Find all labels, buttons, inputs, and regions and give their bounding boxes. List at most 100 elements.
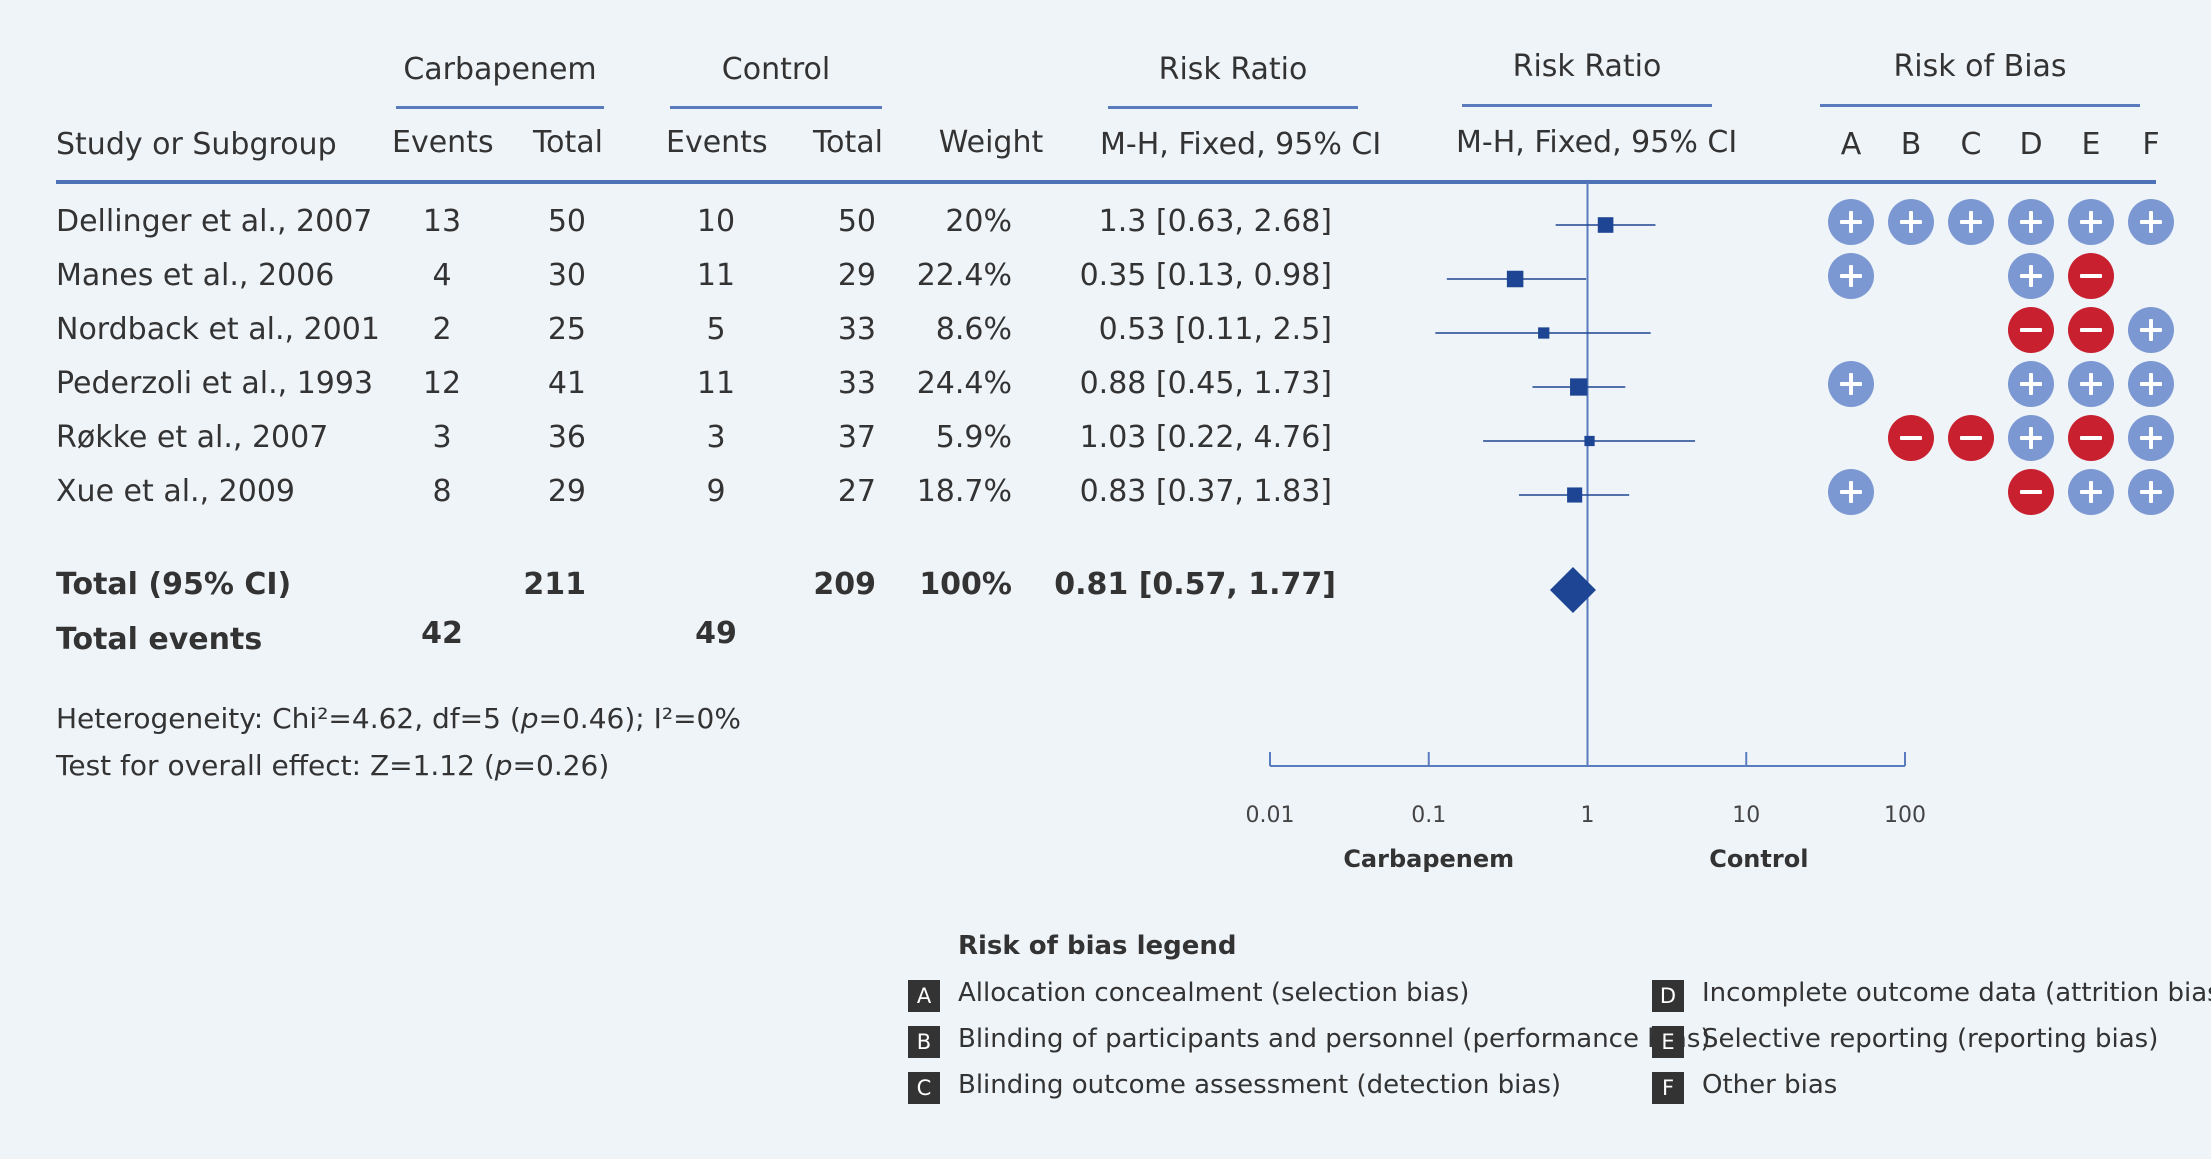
carbapenem-total: 50 [547, 204, 586, 239]
rob-underline [1820, 104, 2140, 107]
carbapenem-total: 36 [547, 420, 586, 455]
control-total: 33 [837, 366, 876, 401]
total-control-total: 209 [813, 567, 876, 602]
control-events: 11 [696, 258, 736, 293]
carbapenem-total: 29 [547, 474, 586, 509]
weight: 24.4% [916, 366, 1012, 401]
high-risk-minus-icon [1948, 415, 1994, 461]
control-events: 10 [696, 204, 736, 239]
carbapenem-events: 2 [432, 312, 452, 347]
risk-ratio-ci: 0.35 [0.13, 0.98] [1079, 258, 1332, 293]
heterogeneity-text: Heterogeneity: Chi²=4.62, df=5 (p=0.46);… [56, 702, 741, 735]
total-label: Total (95% CI) [56, 567, 292, 602]
risk-ratio-ci: 0.88 [0.45, 1.73] [1079, 366, 1332, 401]
rr-plot-underline [1462, 104, 1712, 107]
low-risk-plus-icon [2008, 415, 2054, 461]
total-carbapenem-total: 211 [523, 567, 586, 602]
legend-text-c: Blinding outcome assessment (detection b… [958, 1070, 1562, 1100]
low-risk-plus-icon [2128, 199, 2174, 245]
x-tick-label: 100 [1884, 803, 1926, 828]
legend-key-c: C [908, 1072, 940, 1104]
study-name: Manes et al., 2006 [56, 258, 335, 293]
rob-group-header: Risk of Bias [1893, 49, 2067, 84]
low-risk-plus-icon [1828, 199, 1874, 245]
control-events: 9 [706, 474, 726, 509]
low-risk-plus-icon [1948, 199, 1994, 245]
low-risk-plus-icon [2068, 361, 2114, 407]
carbapenem-total: 25 [547, 312, 586, 347]
low-risk-plus-icon [2068, 469, 2114, 515]
low-risk-plus-icon [1828, 469, 1874, 515]
control-total: 27 [837, 474, 876, 509]
legend-key-d: D [1652, 980, 1684, 1012]
low-risk-plus-icon [2008, 253, 2054, 299]
low-risk-plus-icon [2128, 469, 2174, 515]
weight: 22.4% [916, 258, 1012, 293]
weight-header: Weight [938, 125, 1044, 160]
control-total: 37 [837, 420, 876, 455]
study-marker [1567, 487, 1583, 503]
study-name: Dellinger et al., 2007 [56, 204, 373, 239]
legend-text-d: Incomplete outcome data (attrition bias) [1702, 978, 2211, 1008]
x-tick-label: 1 [1581, 803, 1595, 828]
weight: 8.6% [935, 312, 1012, 347]
carbapenem-events: 3 [432, 420, 452, 455]
rob-column-header-d: D [2019, 127, 2043, 162]
low-risk-plus-icon [2008, 199, 2054, 245]
high-risk-minus-icon [2068, 307, 2114, 353]
low-risk-plus-icon [2128, 415, 2174, 461]
high-risk-minus-icon [2068, 415, 2114, 461]
low-risk-plus-icon [1888, 199, 1934, 245]
legend-key-e: E [1652, 1026, 1684, 1058]
legend-key-f: F [1652, 1072, 1684, 1104]
rr-text-group-header: Risk Ratio [1158, 52, 1308, 87]
legend-key-a: A [908, 980, 940, 1012]
study-marker [1506, 270, 1524, 288]
total-events-label: Total events [56, 622, 263, 657]
rob-column-header-c: C [1960, 127, 1982, 162]
study-marker [1584, 435, 1595, 447]
carbapenem-underline [396, 106, 604, 109]
low-risk-plus-icon [1828, 253, 1874, 299]
study-marker [1597, 217, 1614, 233]
control-total-header: Total [812, 125, 884, 160]
overall-effect-text: Test for overall effect: Z=1.12 (p=0.26) [56, 749, 610, 782]
total-carbapenem-events: 42 [421, 616, 463, 651]
total-control-events: 49 [695, 616, 737, 651]
study-name: Xue et al., 2009 [56, 474, 295, 509]
legend-key-b: B [908, 1026, 940, 1058]
x-tick-label: 10 [1732, 803, 1760, 828]
low-risk-plus-icon [1828, 361, 1874, 407]
carbapenem-events: 13 [422, 204, 462, 239]
weight: 20% [945, 204, 1012, 239]
carbapenem-events: 8 [432, 474, 452, 509]
x-tick-label: 0.01 [1246, 803, 1295, 828]
carbapenem-group-header: Carbapenem [403, 52, 597, 87]
carbapenem-total-header: Total [532, 125, 604, 160]
rr-text-method-header: M-H, Fixed, 95% CI [1100, 127, 1382, 162]
legend-text-f: Other bias [1702, 1070, 1838, 1100]
rr-text-underline [1108, 106, 1358, 109]
low-risk-plus-icon [2008, 361, 2054, 407]
control-events: 3 [706, 420, 726, 455]
high-risk-minus-icon [2008, 307, 2054, 353]
total-weight: 100% [919, 567, 1012, 602]
high-risk-minus-icon [2008, 469, 2054, 515]
high-risk-minus-icon [2068, 253, 2114, 299]
carbapenem-events: 4 [432, 258, 452, 293]
x-tick-label: 0.1 [1411, 803, 1446, 828]
weight: 5.9% [935, 420, 1012, 455]
legend-text-a: Allocation concealment (selection bias) [958, 978, 1470, 1008]
control-events: 5 [706, 312, 726, 347]
favours-left-label: Carbapenem [1343, 845, 1514, 873]
total-risk-ratio: 0.81 [0.57, 1.77] [1054, 567, 1336, 602]
control-events-header: Events [666, 125, 768, 160]
study-marker [1570, 378, 1588, 396]
rr-plot-group-header: Risk Ratio [1512, 49, 1662, 84]
rob-column-header-a: A [1840, 127, 1862, 162]
carbapenem-total: 30 [547, 258, 586, 293]
rob-column-header-b: B [1900, 127, 1922, 162]
risk-ratio-ci: 0.53 [0.11, 2.5] [1098, 312, 1332, 347]
weight: 18.7% [916, 474, 1012, 509]
